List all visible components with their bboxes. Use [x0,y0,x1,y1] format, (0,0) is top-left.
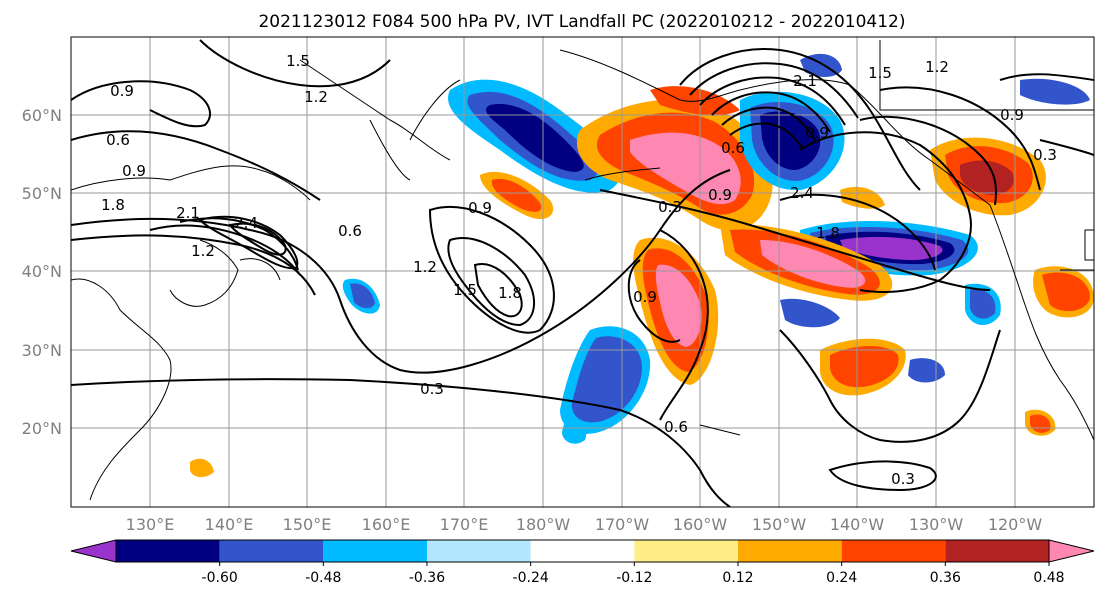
contour-label: 1.8 [498,284,522,302]
colorbar-segment [427,540,531,562]
lon-label: 170°E [440,515,489,534]
contour-label: 2.1 [176,204,200,222]
colorbar-segment [116,540,220,562]
colorbar-segment [530,540,635,562]
contour-label: 1.2 [304,88,328,106]
colorbar-tick-label: -0.24 [513,570,549,586]
lon-label: 130°E [126,515,175,534]
colorbar-tick-label: 0.36 [930,570,961,586]
contour-label: 0.9 [633,288,657,306]
lon-label: 160°E [362,515,411,534]
lon-label: 170°W [595,515,650,534]
contour-label: 1.2 [413,258,437,276]
contour-label: 1.8 [816,224,840,242]
contour-label: 1.5 [286,52,310,70]
contour-label: 1.8 [101,196,125,214]
contour-label: 0.3 [420,380,444,398]
contour-label: 2.1 [793,72,817,90]
lon-label: 140°W [830,515,885,534]
contour-label: 0.3 [658,198,682,216]
contour-label: 2.4 [234,214,258,232]
contour-label: 0.9 [708,186,732,204]
lon-label: 150°W [752,515,807,534]
colorbar-tick-label: -0.12 [616,570,652,586]
contour-label: 0.9 [805,124,829,142]
colorbar-extend-max [1048,539,1095,563]
contour-label: 0.3 [891,470,915,488]
colorbar-outline [115,539,1050,563]
contour-label: 0.9 [1000,106,1024,124]
lat-label-60n: 60°N [22,106,62,125]
colorbar-segment [945,540,1049,562]
colorbar-tick-label: 0.48 [1033,570,1064,586]
map-area: 1.5 1.2 0.9 0.6 0.9 1.8 2.1 1.2 2.4 0.6 … [71,37,1094,507]
contour-label: 1.2 [191,242,215,260]
map-title: 2021123012 F084 500 hPa PV, IVT Landfall… [258,12,905,32]
lat-label-30n: 30°N [22,341,62,360]
colorbar: -0.60 -0.48 -0.36 -0.24 -0.12 0.12 0.24 0.36 0.4… [70,539,1095,586]
contour-label: 0.9 [468,199,492,217]
lat-label-20n: 20°N [22,419,62,438]
contour-label: 0.9 [110,82,134,100]
colorbar-tick-label: 0.12 [722,570,753,586]
lon-label: 140°E [205,515,254,534]
contour-label: 0.6 [338,222,362,240]
longitude-labels: 130°E 140°E 150°E 160°E 170°E 180°W 170°… [126,515,1043,534]
contour-label: 0.6 [664,418,688,436]
colorbar-segment [323,540,427,562]
lon-label: 120°W [988,515,1043,534]
contour-label: 1.5 [453,281,477,299]
contour-label: 0.9 [122,162,146,180]
colorbar-tick-label: -0.60 [202,570,238,586]
colorbar-segment [841,540,946,562]
lon-label: 160°W [673,515,728,534]
map-border [70,36,1095,508]
latitude-labels: 60°N 50°N 40°N 30°N 20°N [22,106,62,438]
ivt-pc-shading [190,53,1094,478]
lat-label-50n: 50°N [22,184,62,203]
colorbar-segment [219,540,324,562]
lon-label: 150°E [283,515,332,534]
contour-label: 0.6 [721,139,745,157]
colorbar-tick-label: -0.48 [305,570,341,586]
lat-label-40n: 40°N [22,262,62,281]
contour-label: 0.3 [1033,146,1057,164]
pv-contours [71,39,1094,507]
colorbar-segment [738,540,842,562]
contour-label: 1.5 [868,64,892,82]
colorbar-tick-label: -0.36 [409,570,445,586]
lon-label: 130°W [909,515,964,534]
contour-label: 0.6 [106,131,130,149]
colorbar-segment [634,540,738,562]
contour-label: 1.2 [925,58,949,76]
contour-label: 2.4 [790,184,814,202]
colorbar-extend-min [70,539,117,563]
lat-lon-grid [71,37,1094,507]
pv-contour-labels: 1.5 1.2 0.9 0.6 0.9 1.8 2.1 1.2 2.4 0.6 … [101,52,1057,488]
colorbar-tick-label: 0.24 [826,570,857,586]
lon-label: 180°W [516,515,571,534]
